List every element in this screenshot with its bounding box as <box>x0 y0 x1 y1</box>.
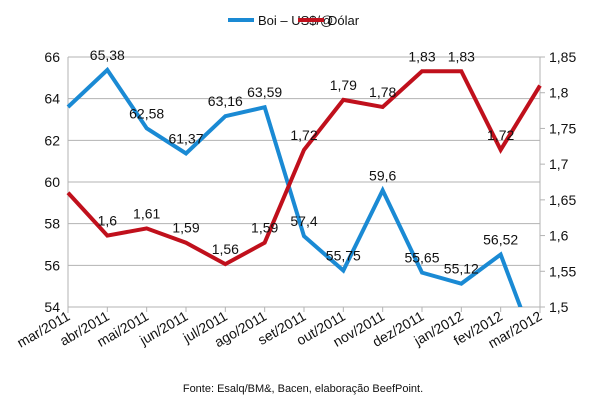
data-label: 55,65 <box>404 250 439 266</box>
data-label: 1,79 <box>330 77 357 93</box>
y-left-tick-label: 66 <box>44 49 60 65</box>
data-label: 61,37 <box>168 130 203 146</box>
data-label: 65,38 <box>90 47 125 63</box>
legend-label-boi: Boi – US$/@ <box>258 13 333 28</box>
source-note: Fonte: Esalq/BM&, Bacen, elaboração Beef… <box>183 383 423 395</box>
data-label: 62,58 <box>129 105 164 121</box>
y-left-tick-label: 58 <box>44 216 60 232</box>
series <box>66 66 542 307</box>
data-label: 55,12 <box>444 261 479 277</box>
data-label: 1,78 <box>369 84 396 100</box>
data-label: 1,59 <box>172 220 199 236</box>
y-right-tick-label: 1,75 <box>549 120 576 136</box>
series-line-boi <box>66 66 523 307</box>
data-label: 59,6 <box>369 167 396 183</box>
y-left-tick-label: 60 <box>44 174 60 190</box>
series-line-dolar <box>66 69 542 267</box>
y-right-tick-label: 1,6 <box>549 228 569 244</box>
data-label: 1,83 <box>448 48 475 64</box>
y-right-tick-label: 1,5 <box>549 299 569 315</box>
data-label: 57,4 <box>290 213 317 229</box>
data-label: 1,83 <box>408 48 435 64</box>
y-left-tick-label: 56 <box>44 257 60 273</box>
data-label: 1,72 <box>290 127 317 143</box>
legend: Boi – US$/@Dólar <box>228 13 360 28</box>
data-label: 1,6 <box>98 213 118 229</box>
y-left-tick-label: 64 <box>44 91 60 107</box>
data-label: 55,75 <box>326 248 361 264</box>
y-right-tick-label: 1,85 <box>549 49 576 65</box>
data-label: 63,16 <box>208 93 243 109</box>
data-label: 63,59 <box>247 84 282 100</box>
axes: 54 56 58 60 62 64 66 1,5 1,55 1,6 1,65 1,7 1,75 1,8 1,… <box>14 49 576 351</box>
data-label: 56,52 <box>483 232 518 248</box>
y-left-tick-label: 54 <box>44 299 60 315</box>
data-label: 1,72 <box>487 127 514 143</box>
y-right-tick-label: 1,65 <box>549 192 576 208</box>
y-left-tick-label: 62 <box>44 132 60 148</box>
data-label: 1,61 <box>133 205 160 221</box>
y-right-tick-label: 1,8 <box>549 85 569 101</box>
data-label: 1,59 <box>251 220 278 236</box>
y-right-tick-label: 1,55 <box>549 263 576 279</box>
legend-label-dolar: Dólar <box>328 13 360 28</box>
data-label: 1,56 <box>212 241 239 257</box>
y-right-tick-label: 1,7 <box>549 156 569 172</box>
